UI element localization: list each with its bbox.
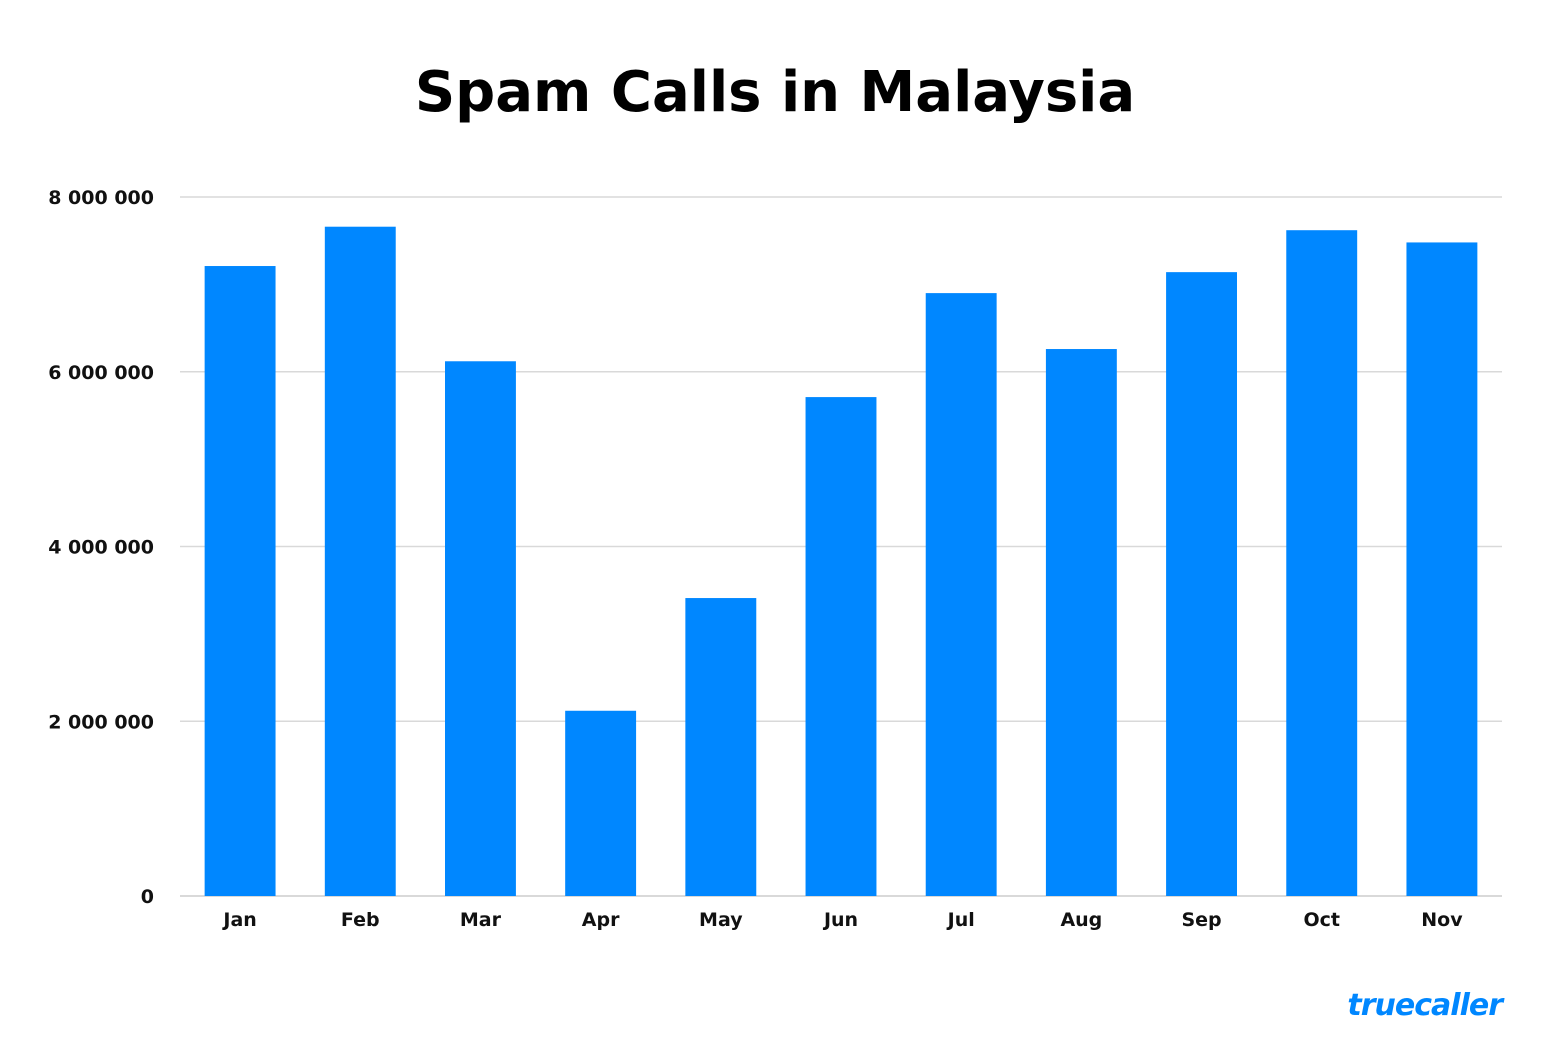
bar-mar [445, 361, 516, 896]
x-tick-label: Aug [1060, 909, 1102, 931]
bar-sep [1166, 272, 1237, 897]
bar-jul [925, 293, 997, 896]
x-tick-label: Sep [1181, 909, 1221, 931]
x-tick-label: Apr [582, 909, 620, 931]
truecaller-logo: truecaller [1347, 988, 1503, 1023]
x-tick-label: Jun [822, 909, 858, 931]
bar-jun [805, 397, 877, 896]
y-axis-tick-labels: 0 2 000 000 4 000 000 6 000 000 8 000 000 [48, 187, 154, 908]
y-tick-label: 6 000 000 [48, 362, 154, 384]
y-tick-label: 0 [141, 886, 154, 908]
bar-aug [1045, 349, 1117, 897]
x-tick-label: Jan [221, 909, 256, 931]
x-tick-label: Mar [460, 909, 502, 931]
x-tick-label: Jul [946, 909, 975, 931]
y-tick-label: 8 000 000 [48, 187, 154, 209]
bars [204, 226, 1478, 897]
chart-title: Spam Calls in Malaysia [414, 60, 1136, 125]
x-tick-label: Feb [341, 909, 380, 931]
y-tick-label: 4 000 000 [48, 537, 154, 559]
x-tick-label: Nov [1421, 909, 1463, 931]
bar-oct [1286, 230, 1358, 896]
y-tick-label: 2 000 000 [48, 711, 154, 733]
bar-nov [1406, 242, 1478, 896]
bar-feb [324, 226, 396, 896]
x-tick-label: May [699, 909, 743, 931]
bar-apr [565, 710, 637, 896]
bar-may [685, 598, 757, 896]
bar-jan [204, 266, 276, 896]
x-tick-label: Oct [1303, 909, 1340, 931]
x-axis-tick-labels: Jan Feb Mar Apr May Jun Jul Aug Sep Oct Nov [221, 909, 1463, 931]
